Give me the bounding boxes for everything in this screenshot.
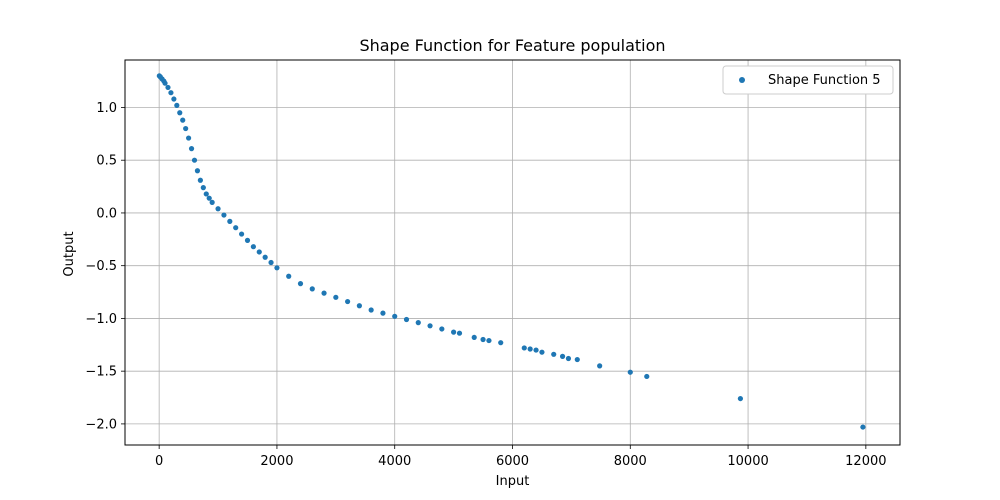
data-point: [527, 346, 533, 352]
data-point: [565, 355, 572, 362]
data-point: [439, 326, 445, 332]
data-point: [174, 102, 180, 108]
data-point: [486, 337, 492, 344]
y-tick-label: 0.0: [96, 206, 117, 221]
x-axis-ticks: 0 2000 4000 6000 8000 10000 12000: [155, 445, 887, 469]
data-point: [521, 345, 527, 351]
data-point: [345, 298, 351, 305]
data-point: [221, 212, 227, 218]
y-tick-label: −2.0: [85, 417, 117, 432]
data-point: [162, 80, 168, 86]
y-tick-label: 0.5: [96, 154, 117, 169]
data-point: [627, 369, 633, 375]
x-tick-label: 10000: [727, 454, 768, 469]
data-point: [183, 125, 189, 132]
y-tick-label: 1.0: [96, 101, 117, 116]
data-point: [239, 231, 245, 237]
x-tick-label: 8000: [614, 454, 647, 469]
data-point: [574, 356, 580, 363]
data-point: [177, 110, 183, 116]
data-point: [227, 218, 233, 224]
data-point: [456, 330, 463, 336]
scatter-series: [156, 73, 866, 430]
data-point: [186, 135, 192, 141]
data-point: [644, 373, 650, 380]
data-point: [427, 323, 433, 329]
data-point: [233, 225, 239, 231]
y-tick-label: −1.5: [85, 365, 117, 380]
data-point: [498, 340, 504, 346]
data-point: [551, 351, 557, 357]
data-point: [380, 310, 386, 316]
data-point: [244, 237, 251, 243]
data-point: [194, 168, 201, 174]
data-point: [368, 307, 374, 313]
data-point: [200, 185, 206, 191]
data-point: [539, 349, 545, 355]
data-point: [737, 395, 744, 402]
data-point: [171, 96, 177, 102]
data-point: [256, 249, 262, 255]
x-tick-label: 6000: [496, 454, 529, 469]
data-point: [188, 146, 195, 152]
data-point: [262, 254, 268, 260]
x-axis-label: Input: [496, 474, 530, 489]
data-point: [180, 117, 186, 123]
data-point: [286, 273, 292, 279]
y-tick-label: −1.0: [85, 312, 117, 327]
data-point: [297, 281, 304, 287]
data-point: [165, 84, 171, 91]
data-point: [480, 336, 486, 343]
x-tick-label: 0: [155, 454, 163, 469]
data-point: [309, 286, 315, 292]
data-point: [215, 206, 221, 212]
data-point: [356, 303, 362, 309]
data-point: [274, 265, 280, 271]
data-point: [415, 320, 421, 326]
chart-title: Shape Function for Feature population: [359, 36, 665, 55]
data-point: [197, 177, 203, 183]
data-point: [533, 347, 539, 353]
legend-box: [722, 65, 894, 95]
data-point: [206, 195, 212, 201]
data-point: [191, 157, 198, 163]
x-tick-label: 2000: [260, 454, 293, 469]
data-point: [268, 259, 274, 266]
data-point: [333, 294, 339, 300]
y-axis-ticks: −2.0 −1.5 −1.0 −0.5 0.0 0.5 1.0: [85, 101, 125, 432]
data-point: [321, 290, 327, 296]
data-point: [451, 329, 457, 335]
x-tick-label: 12000: [845, 454, 886, 469]
x-tick-label: 4000: [378, 454, 411, 469]
legend-marker: [739, 77, 745, 83]
data-point: [597, 363, 603, 369]
data-point: [203, 191, 209, 197]
data-point: [392, 313, 398, 319]
data-point: [168, 90, 174, 96]
grid: [125, 60, 900, 445]
data-point: [471, 334, 477, 341]
y-tick-label: −0.5: [85, 259, 117, 274]
legend: Shape Function 5: [722, 65, 894, 95]
data-point: [860, 424, 866, 430]
y-axis-label: Output: [62, 231, 77, 276]
data-point: [559, 353, 566, 359]
data-point: [209, 199, 215, 205]
data-point: [403, 316, 410, 323]
data-point: [250, 244, 256, 250]
legend-label: Shape Function 5: [768, 73, 881, 88]
